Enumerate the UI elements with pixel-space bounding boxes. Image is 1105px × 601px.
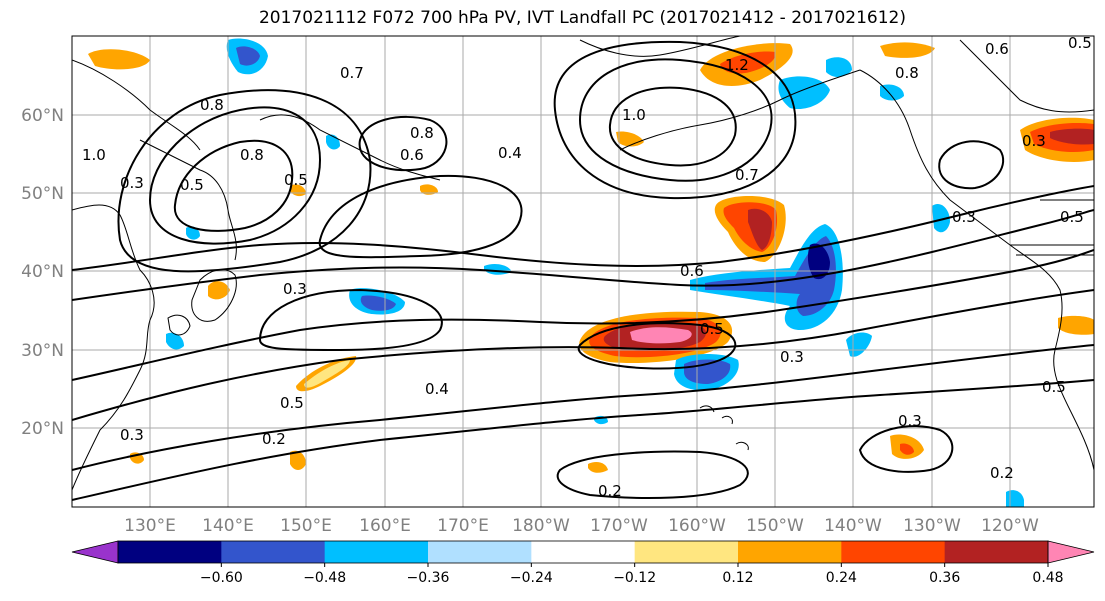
colorbar-segment [531,541,636,563]
lon-label: 150°E [280,516,332,536]
colorbar-tick-label: 0.24 [826,570,857,586]
contour-label: 0.3 [898,412,922,430]
lon-label: 150°W [746,516,804,536]
colorbar: −0.60 −0.48 −0.36 −0.24 −0.12 0.12 0.24 0.36 0.4… [71,540,1095,586]
colorbar-extend-high [1047,540,1095,564]
colorbar-tick-label: −0.60 [200,570,243,586]
contour-label: 0.5 [1042,378,1066,396]
colorbar-segment [841,541,946,563]
lon-label: 120°W [981,516,1039,536]
contour-label: 0.6 [985,40,1009,58]
lon-label: 140°E [202,516,254,536]
colorbar-tick-label: 0.12 [722,570,753,586]
contour-label: 0.2 [598,482,622,500]
map-title: 2017021112 F072 700 hPa PV, IVT Landfall… [258,8,906,28]
lat-label: 50°N [21,184,64,204]
contour-label: 0.3 [1022,132,1046,150]
colorbar-tick-label: −0.36 [407,570,450,586]
contour-label: 0.7 [340,64,364,82]
colorbar-tick-label: −0.12 [613,570,656,586]
colorbar-tick-label: 0.48 [1032,570,1063,586]
contour-label: 0.4 [425,380,449,398]
map-frame [71,35,1095,508]
pv-contours [72,40,1094,501]
contour-label: 0.2 [990,464,1014,482]
contour-label: 1.0 [82,146,106,164]
colorbar-extend-low [71,540,119,564]
lat-label: 20°N [21,419,64,439]
contour-label: 0.5 [280,394,304,412]
contour-label: 1.0 [622,106,646,124]
colorbar-segment [634,541,739,563]
colorbar-segment [221,541,326,563]
contour-label: 0.3 [120,426,144,444]
contour-label: 0.3 [952,208,976,226]
contour-label: 0.5 [284,171,308,189]
lat-label: 40°N [21,262,64,282]
contour-label: 0.8 [410,124,434,142]
colorbar-segment [738,541,842,563]
colorbar-tick-label: −0.24 [510,570,553,586]
lon-label: 160°E [359,516,411,536]
contour-label: 0.5 [1060,208,1084,226]
lon-axis: 130°E 140°E 150°E 160°E 170°E 180°W 170°… [124,516,1039,536]
lon-label: 140°W [824,516,882,536]
lon-label: 160°W [668,516,726,536]
lat-label: 30°N [21,341,64,361]
contour-label: 0.8 [200,96,224,114]
contour-label: 0.5 [1068,34,1092,52]
contour-label: 0.3 [780,348,804,366]
contour-label: 0.3 [283,280,307,298]
contour-label: 0.5 [700,320,724,338]
colorbar-frame [117,540,1049,564]
contour-label: 0.6 [400,146,424,164]
contour-label: 0.8 [895,64,919,82]
lon-label: 130°E [124,516,176,536]
colorbar-tick-label: −0.48 [303,570,346,586]
contour-label: 0.4 [498,144,522,162]
colorbar-segment [324,541,429,563]
colorbar-segment [118,541,222,563]
colorbar-segment [428,541,532,563]
contour-label: 0.8 [240,146,264,164]
colorbar-segment [944,541,1049,563]
lon-label: 170°W [590,516,648,536]
lat-axis: 60°N 50°N 40°N 30°N 20°N [21,106,64,439]
contour-label: 0.3 [120,174,144,192]
contour-labels: 1.2 1.0 0.7 0.7 0.8 0.8 0.5 0.5 0.6 0.6 … [82,34,1092,500]
lon-label: 180°W [512,516,570,536]
contour-label: 0.7 [735,166,759,184]
contour-label: 0.2 [262,430,286,448]
contour-label: 0.6 [680,262,704,280]
lon-label: 170°E [437,516,489,536]
contour-label: 0.5 [180,176,204,194]
contour-label: 1.2 [725,56,749,74]
colorbar-tick-label: 0.36 [929,570,960,586]
lon-label: 130°W [903,516,961,536]
lat-label: 60°N [21,106,64,126]
